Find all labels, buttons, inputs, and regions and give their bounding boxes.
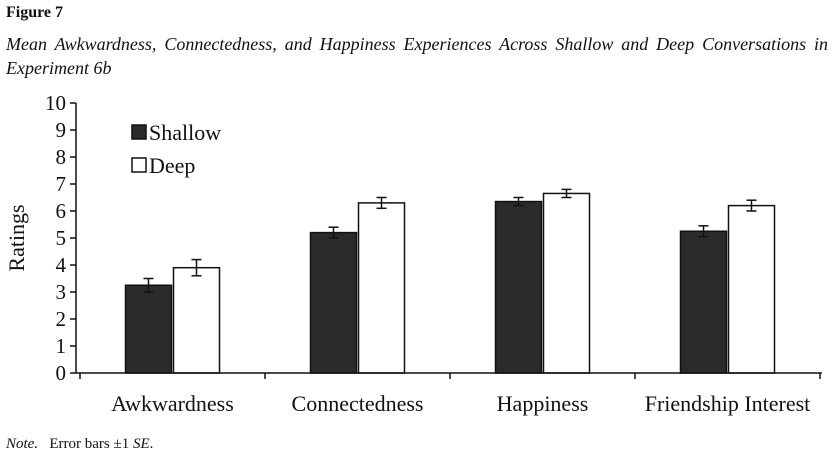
bars [124,188,776,374]
y-tick-label: 9 [56,118,67,142]
x-category-label: Friendship Interest [645,391,811,416]
bar-shallow-awkwardness [124,284,173,374]
note-label: Note. [6,436,39,452]
bar-shallow-happiness [494,200,543,374]
figure-title: Mean Awkwardness, Connectedness, and Hap… [6,34,828,78]
y-tick-label: 6 [56,199,67,223]
y-tick-label: 2 [56,307,67,331]
note-text: Error bars ±1 [49,436,133,452]
bar-deep-friendship-interest [727,204,776,374]
x-axis: Awkwardness Connectedness Happiness Friends… [76,372,822,416]
bar-deep-connectedness [357,202,406,374]
bar-shallow-connectedness [309,231,358,374]
x-category-label: Awkwardness [111,391,234,416]
note-se: SE [132,436,150,452]
legend: Shallow Deep [131,120,221,178]
y-tick-label: 7 [56,172,67,196]
y-tick-label: 5 [56,226,67,250]
y-tick-label: 0 [56,361,67,385]
bar-chart: 0 1 2 3 4 5 6 7 8 9 10 Awkwardness Connectedness Hap… [4,91,822,416]
y-tick-label: 3 [56,280,67,304]
note-end: . [149,436,154,452]
legend-label-deep: Deep [149,153,195,178]
legend-swatch-shallow [131,124,147,140]
y-tick-label: 4 [56,253,67,277]
figure-note: Note. Error bars ±1 SE. [6,436,153,453]
x-category-label: Happiness [497,391,589,416]
y-axis-label: Ratings [4,204,29,271]
y-tick-label: 10 [45,91,66,115]
legend-swatch-deep [131,157,147,173]
y-tick-label: 8 [56,145,67,169]
y-axis: 0 1 2 3 4 5 6 7 8 9 10 [45,91,77,385]
bar-deep-happiness [542,192,591,374]
x-category-label: Connectedness [292,391,424,416]
figure-label: Figure 7 [6,4,64,21]
y-tick-label: 1 [56,334,67,358]
legend-label-shallow: Shallow [149,120,221,145]
bar-deep-awkwardness [172,266,221,374]
bar-shallow-friendship-interest [679,230,728,374]
